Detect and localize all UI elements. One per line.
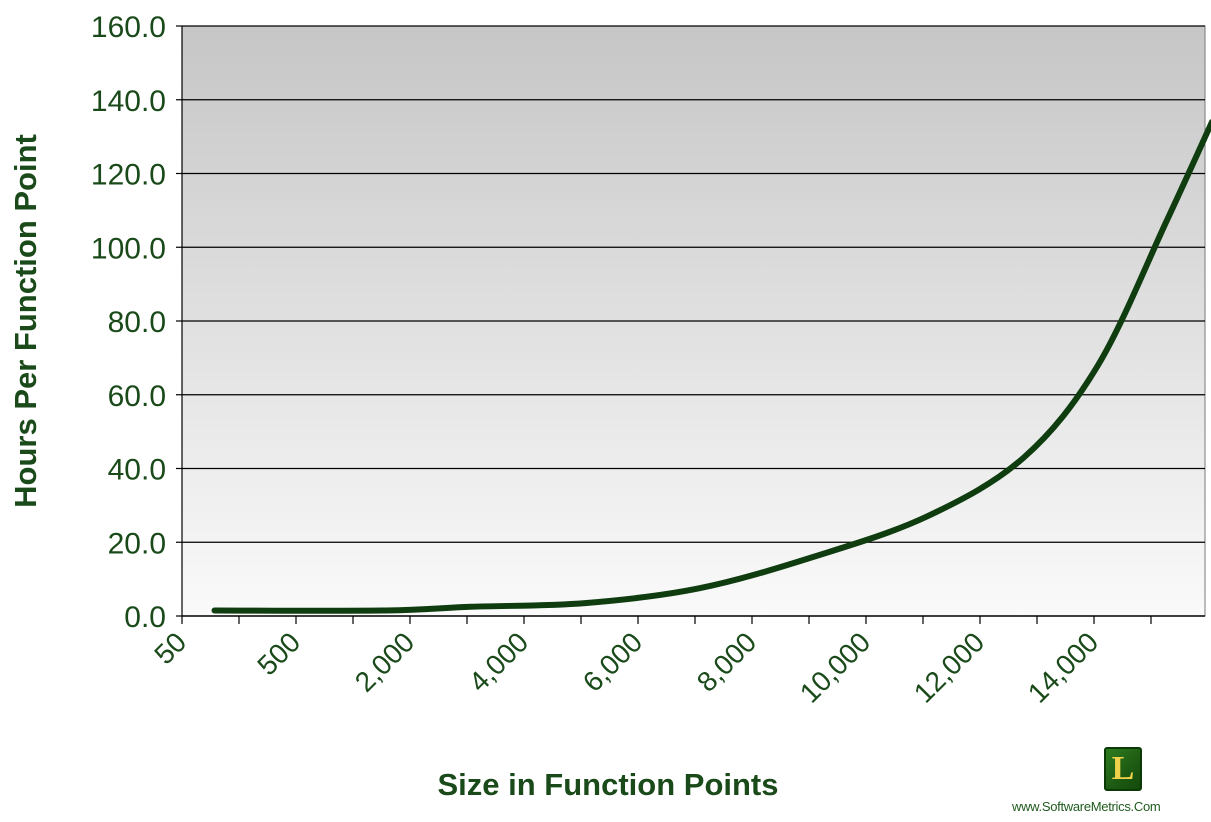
series-line <box>211 119 1211 614</box>
y-tick-label: 20.0 <box>108 527 166 560</box>
x-tick-label: 14,000 <box>1022 626 1104 708</box>
series-group <box>211 119 1211 614</box>
branding: L www.SoftwareMetrics.Com <box>1004 743 1209 818</box>
x-tick-label: 6,000 <box>577 626 648 697</box>
logo-icon: L <box>1104 747 1142 791</box>
x-axis-label: Size in Function Points <box>438 767 779 802</box>
x-tick-label: 500 <box>251 626 306 681</box>
x-tick-label: 12,000 <box>908 626 990 708</box>
x-tick-labels: 50 500 2,000 4,000 6,000 8,000 10,000 12,000 14,… <box>148 626 1104 708</box>
y-tick-labels: 0.0 20.0 40.0 60.0 80.0 100.0 120.0 140.0 160.0 <box>91 11 166 634</box>
y-tick-label: 100.0 <box>91 232 166 265</box>
website-label: www.SoftwareMetrics.Com <box>1012 799 1161 814</box>
y-tick-label: 160.0 <box>91 11 166 44</box>
y-tick-label: 0.0 <box>124 601 166 634</box>
y-tick-label: 40.0 <box>108 454 166 487</box>
y-tick-label: 60.0 <box>108 380 166 413</box>
x-tick-label: 2,000 <box>349 626 420 697</box>
y-tick-label: 140.0 <box>91 85 166 118</box>
y-axis-label: Hours Per Function Point <box>8 134 43 508</box>
logo-letter: L <box>1111 750 1135 787</box>
axes <box>176 25 1205 624</box>
x-tick-label: 4,000 <box>463 626 534 697</box>
y-tick-label: 120.0 <box>91 159 166 192</box>
x-tick-label: 10,000 <box>794 626 876 708</box>
gridlines <box>182 25 1205 543</box>
x-tick-label: 8,000 <box>691 626 762 697</box>
y-tick-label: 80.0 <box>108 306 166 339</box>
